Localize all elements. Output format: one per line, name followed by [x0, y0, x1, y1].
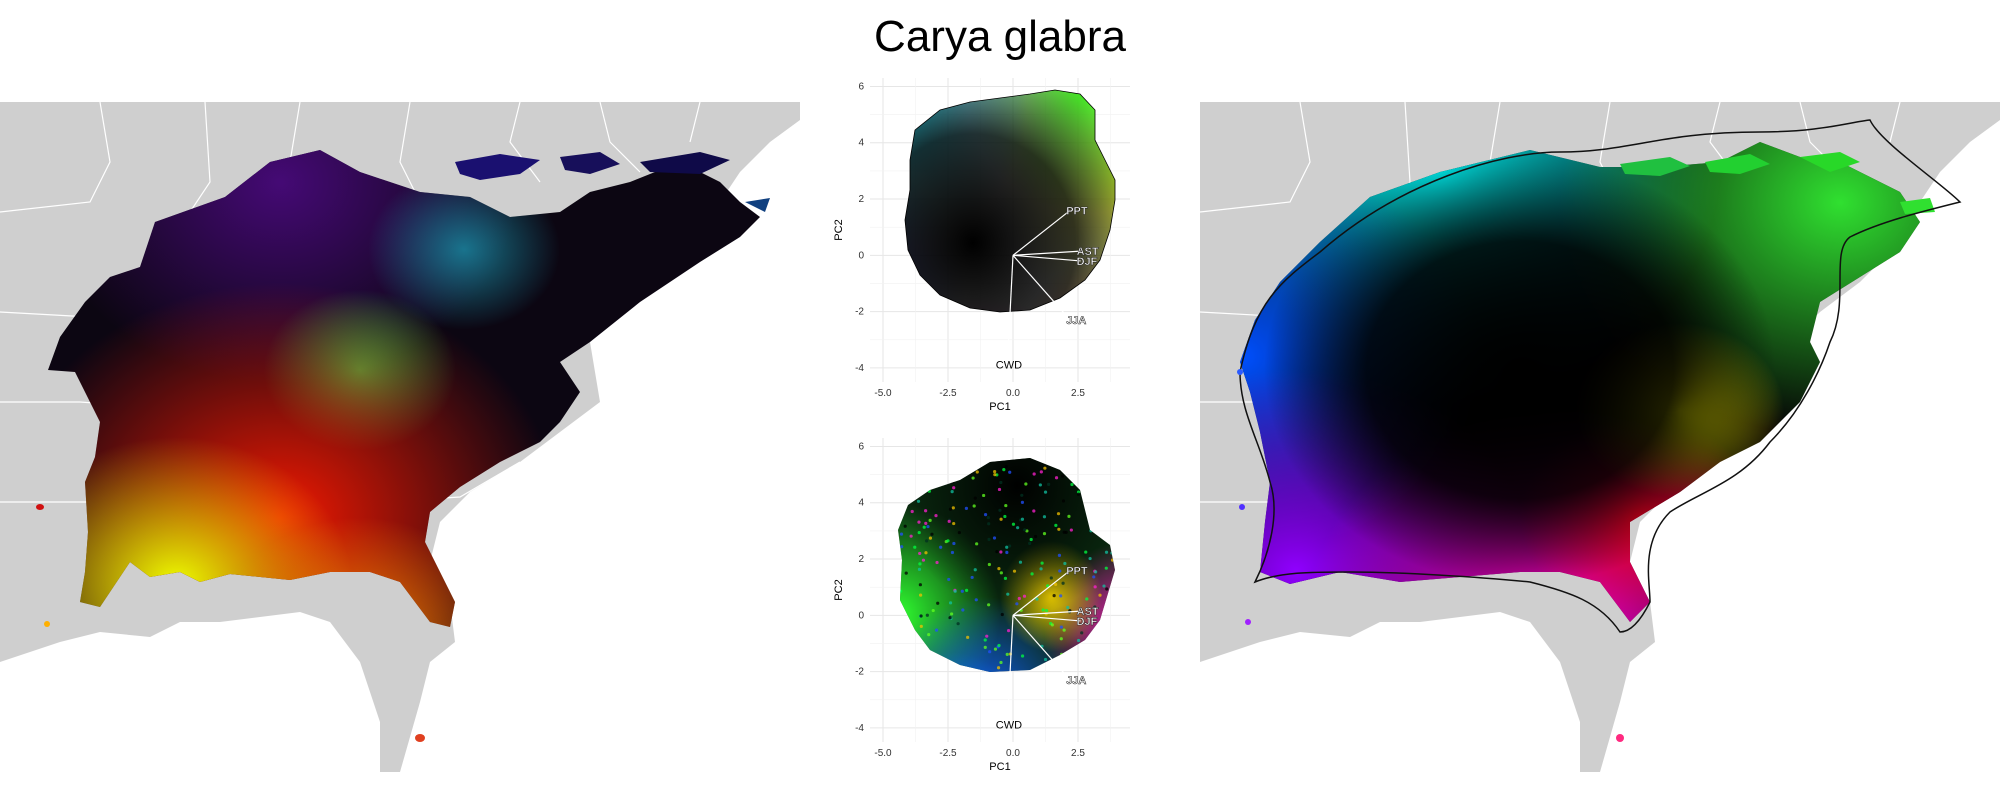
vector-jja [1012, 254, 1071, 321]
y-tick-label: -2 [855, 667, 864, 678]
vector-label-ast: AST [1077, 246, 1099, 258]
x-tick-label: 0.0 [1006, 748, 1020, 759]
x-axis-label: PC1 [989, 761, 1010, 773]
y-tick-label: -4 [855, 723, 864, 734]
vector-ppt [1012, 209, 1071, 256]
y-tick-label: -2 [855, 307, 864, 318]
y-tick-label: 6 [858, 441, 864, 452]
x-tick-label: -2.5 [939, 748, 957, 759]
northern-patches-left [36, 152, 770, 742]
y-tick-label: 4 [858, 498, 864, 509]
left-range-map [0, 102, 800, 772]
x-tick-label: 2.5 [1071, 748, 1085, 759]
pca-hull [904, 89, 1116, 313]
vector-label-cwd: CWD [996, 720, 1022, 732]
vector-label-cwd: CWD [996, 360, 1022, 372]
vector-label-djf: DJF [1077, 256, 1098, 268]
x-tick-label: 2.5 [1071, 388, 1085, 399]
right-range-map [1200, 102, 2000, 772]
pca-point-cloud [905, 90, 1115, 312]
x-tick-label: -2.5 [939, 388, 957, 399]
x-tick-label: -5.0 [874, 388, 892, 399]
vector-label-ppt: PPT [1066, 205, 1088, 217]
x-axis-label: PC1 [989, 401, 1010, 413]
vector-label-jja: JJA [1066, 675, 1086, 687]
x-tick-label: -5.0 [874, 748, 892, 759]
vector-jja [1012, 614, 1071, 681]
vector-djf [1012, 254, 1081, 262]
vector-cwd [1007, 255, 1014, 357]
vector-ast [1012, 250, 1081, 256]
pca-point-cloud [898, 458, 1115, 672]
y-tick-label: 2 [858, 554, 864, 565]
vector-cwd [1007, 615, 1014, 717]
vector-label-ast: AST [1077, 606, 1099, 618]
y-tick-label: 4 [858, 138, 864, 149]
vector-label-ppt: PPT [1066, 565, 1088, 577]
y-tick-label: 0 [858, 250, 864, 261]
y-axis-label: PC2 [833, 579, 845, 600]
vector-ast [1012, 610, 1081, 616]
y-tick-label: 6 [858, 81, 864, 92]
vector-ppt [1012, 569, 1071, 616]
y-tick-label: 0 [858, 610, 864, 621]
x-tick-label: 0.0 [1006, 388, 1020, 399]
range-hull-outline [1239, 119, 1962, 633]
y-tick-label: -4 [855, 363, 864, 374]
northern-patches-right [1620, 152, 1935, 214]
y-tick-label: 2 [858, 194, 864, 205]
vector-label-jja: JJA [1066, 315, 1086, 327]
figure-title: Carya glabra [874, 12, 1126, 61]
y-axis-label: PC2 [833, 219, 845, 240]
vector-djf [1012, 614, 1081, 622]
vector-label-djf: DJF [1077, 616, 1098, 628]
